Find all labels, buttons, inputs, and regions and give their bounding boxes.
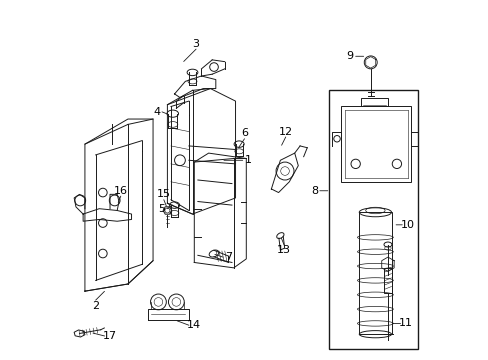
Text: 12: 12 bbox=[278, 127, 292, 136]
Text: 5: 5 bbox=[158, 204, 165, 214]
Bar bbox=[360, 98, 387, 107]
Text: 3: 3 bbox=[192, 39, 199, 49]
Text: 9: 9 bbox=[346, 51, 353, 61]
Text: 11: 11 bbox=[398, 319, 412, 328]
Bar bbox=[341, 107, 410, 182]
Text: 2: 2 bbox=[92, 301, 99, 311]
Text: 8: 8 bbox=[310, 186, 317, 196]
Text: 7: 7 bbox=[224, 252, 231, 262]
Text: 4: 4 bbox=[153, 107, 160, 117]
Bar bbox=[384, 268, 391, 293]
Text: 1: 1 bbox=[244, 155, 251, 165]
Text: 6: 6 bbox=[241, 129, 247, 138]
Text: 16: 16 bbox=[114, 186, 127, 196]
Text: 13: 13 bbox=[276, 245, 290, 255]
Text: 15: 15 bbox=[157, 189, 170, 199]
Text: 17: 17 bbox=[103, 331, 117, 341]
Bar bbox=[359, 212, 391, 334]
Bar bbox=[328, 90, 418, 348]
Text: 10: 10 bbox=[400, 220, 414, 230]
Text: 14: 14 bbox=[187, 320, 201, 330]
